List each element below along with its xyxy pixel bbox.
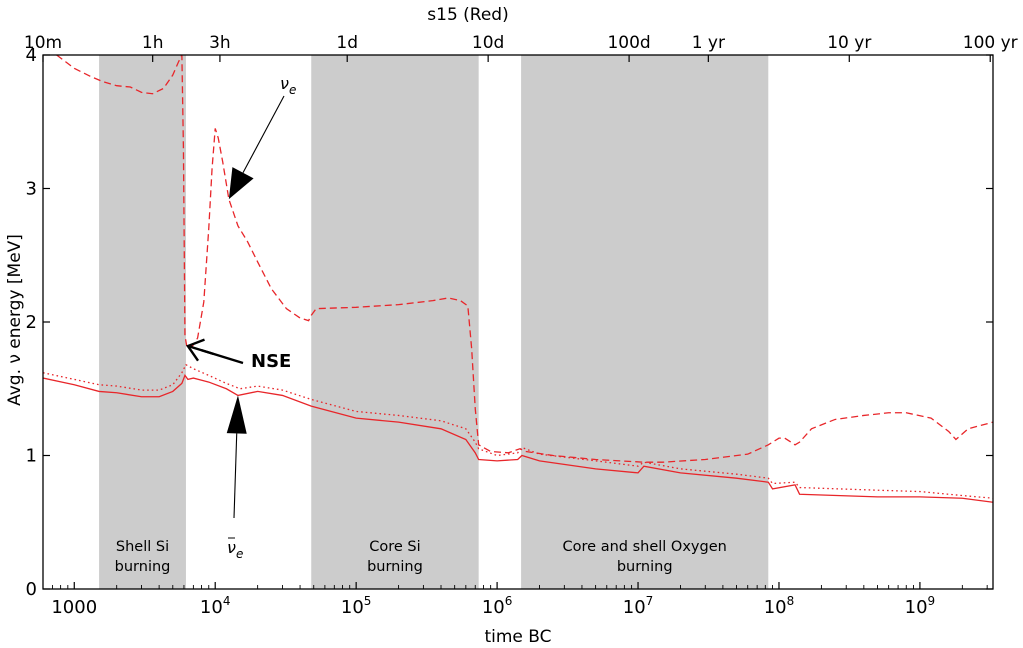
region-label-1-1: Shell Si <box>116 539 169 555</box>
series-lines <box>43 55 993 503</box>
region-label-1-2: burning <box>115 559 171 575</box>
arrow-shaft <box>233 433 238 519</box>
y-tick-label: 2 <box>26 312 37 333</box>
arrow-head <box>226 395 247 434</box>
x-tick-label: 108 <box>764 594 795 618</box>
series-line-solid <box>43 374 993 503</box>
y-tick-label: 3 <box>26 179 37 200</box>
region-label-3-2: burning <box>617 559 673 575</box>
x-tick-label: 109 <box>905 594 936 618</box>
annotation-nu-e: νe <box>280 74 296 97</box>
top-tick-label: 1h <box>142 33 164 53</box>
shaded-region-2 <box>311 55 479 589</box>
axis-ticks: Shell Si burning Core Si burning Core and sh… <box>24 33 1018 618</box>
top-tick-label: 1 yr <box>692 33 725 53</box>
top-tick-label: 3h <box>209 33 231 53</box>
annotation-nse: NSE <box>251 351 291 372</box>
arrow-head <box>228 167 254 200</box>
top-tick-label: 1d <box>336 33 358 53</box>
y-tick-label: 4 <box>26 45 37 66</box>
top-tick-label: 10d <box>472 33 504 53</box>
annotation-nu-e-bar: νe <box>227 538 243 561</box>
chart-title: s15 (Red) <box>427 5 508 25</box>
x-tick-label: 106 <box>482 594 513 618</box>
series-line-dashed <box>56 55 993 463</box>
region-label-3-1: Core and shell Oxygen <box>563 539 727 555</box>
top-tick-label: 100 yr <box>963 33 1018 53</box>
x-tick-label: 105 <box>341 594 372 618</box>
top-tick-label: 100d <box>607 33 650 53</box>
x-tick-label: 107 <box>623 594 654 618</box>
annotations: νe νe NSE <box>186 74 296 561</box>
x-axis-label: time BC <box>484 627 551 647</box>
shaded-regions <box>99 55 769 589</box>
region-label-2-2: burning <box>367 559 423 575</box>
top-tick-label: 10m <box>24 33 62 53</box>
shaded-region-1 <box>99 55 186 589</box>
shaded-region-3 <box>521 55 769 589</box>
series-line-dotted <box>43 363 993 499</box>
region-label-2-1: Core Si <box>369 539 420 555</box>
top-tick-label: 10 yr <box>827 33 871 53</box>
y-axis-label: Avg. ν energy [MeV] <box>5 234 25 406</box>
y-tick-label: 0 <box>26 579 37 600</box>
y-tick-label: 1 <box>26 446 37 467</box>
x-tick-label: 104 <box>200 594 231 618</box>
arrow-shaft <box>242 95 285 173</box>
arrow-shaft-thick <box>187 344 214 356</box>
x-tick-label: 1000 <box>51 597 97 618</box>
